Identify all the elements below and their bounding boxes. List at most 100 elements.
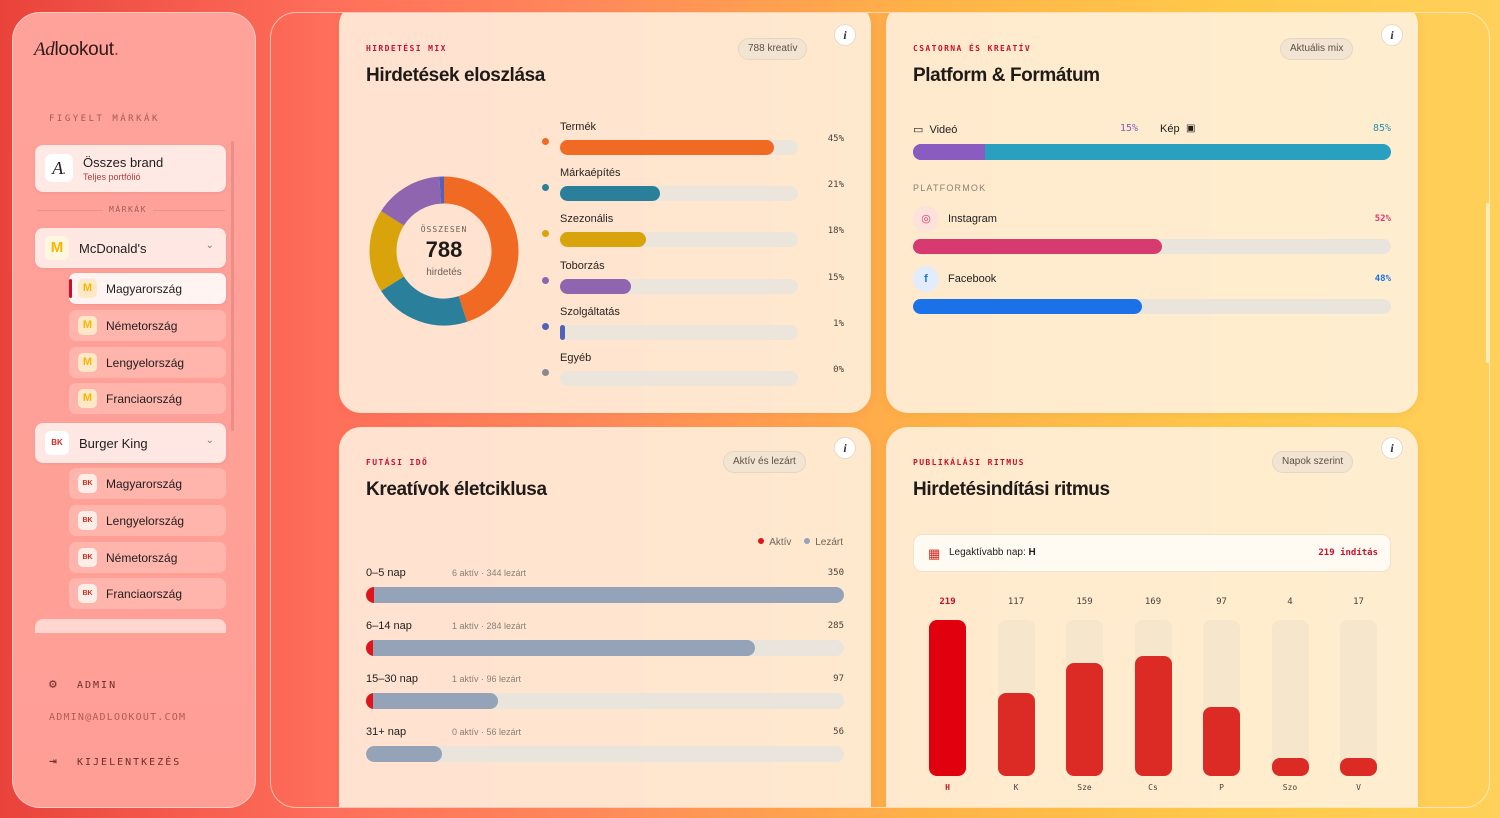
mix-pct: 0% xyxy=(833,365,844,375)
brand-item-partial[interactable] xyxy=(35,619,226,633)
bar-track xyxy=(929,620,966,776)
donut-slice-márkaépítés xyxy=(381,275,468,326)
donut-bottom-label: hirdetés xyxy=(426,267,462,278)
brand-item-burger-king[interactable]: BK Burger King ⌄ xyxy=(35,423,226,463)
peak-day-text: Legaktívabb nap: H xyxy=(949,547,1036,558)
mix-dot xyxy=(542,276,549,284)
country-label: Németország xyxy=(106,319,178,333)
country-item-bk-hu[interactable]: BK Magyarország xyxy=(69,468,226,499)
image-icon: ▣ xyxy=(1186,123,1196,134)
card-title: Kreatívok életciklusa xyxy=(366,479,547,500)
dashboard-main: HIRDETÉSI MIX Hirdetések eloszlása 788 k… xyxy=(270,12,1490,808)
mix-track xyxy=(560,371,798,386)
lifecycle-label: 0–5 nap xyxy=(366,567,406,579)
image-pct: 85% xyxy=(1372,123,1391,134)
lifecycle-total: 56 xyxy=(833,727,844,737)
ad-mix-card: HIRDETÉSI MIX Hirdetések eloszlása 788 k… xyxy=(339,13,871,413)
lifecycle-detail: 1 aktív · 284 lezárt xyxy=(452,621,527,631)
donut-top-label: ÖSSZESEN xyxy=(420,225,468,234)
mix-row: Toborzás 15% xyxy=(539,260,849,300)
lifecycle-label: 31+ nap xyxy=(366,726,407,738)
mcdonalds-logo-icon: M xyxy=(78,389,97,408)
bar-fill xyxy=(1134,655,1172,776)
all-brands-item[interactable]: A. Összes brand Teljes portfólió xyxy=(35,145,226,192)
bar-value: 219 xyxy=(939,597,956,607)
peak-day-value: 219 indítás xyxy=(1318,548,1378,558)
bar-column-p[interactable]: 97 P xyxy=(1203,597,1240,807)
country-item-mcd-fr[interactable]: M Franciaország xyxy=(69,383,226,414)
calendar-icon: ▦ xyxy=(928,546,941,561)
peak-day-box: ▦ Legaktívabb nap: H 219 indítás xyxy=(913,534,1391,572)
country-item-mcd-hu[interactable]: M Magyarország xyxy=(69,273,226,304)
country-label: Magyarország xyxy=(106,282,183,296)
format-row: ▭ Videó 15% Kép ▣ 85% xyxy=(913,123,1391,136)
bar-day-label: Sze xyxy=(1077,783,1092,792)
mix-row: Márkaépítés 21% xyxy=(539,167,849,207)
legend-closed-dot xyxy=(804,538,811,544)
lifecycle-closed-fill xyxy=(366,693,499,709)
lifecycle-closed-fill xyxy=(366,746,443,762)
mix-track xyxy=(560,278,798,294)
app-logo[interactable]: Adlookout. xyxy=(34,39,119,60)
mix-row: Szezonális 18% xyxy=(539,213,849,253)
bar-column-k[interactable]: 117 K xyxy=(997,597,1035,807)
country-item-mcd-de[interactable]: M Németország xyxy=(69,310,226,341)
info-icon[interactable]: i xyxy=(1381,437,1403,459)
brand-item-mcdonalds[interactable]: M McDonald's ⌄ xyxy=(35,228,226,268)
info-icon[interactable]: i xyxy=(834,437,856,459)
bar-column-cs[interactable]: 169 Cs xyxy=(1134,597,1172,807)
bar-day-label: K xyxy=(1013,783,1019,792)
card-eyebrow: HIRDETÉSI MIX xyxy=(366,44,447,53)
country-label: Lengyelország xyxy=(106,356,185,370)
bar-column-h[interactable]: 219 H xyxy=(929,597,966,807)
mix-label: Szezonális xyxy=(560,213,614,226)
donut-total: 788 xyxy=(425,237,463,262)
mix-fill xyxy=(560,278,632,294)
mix-pct: 1% xyxy=(833,318,844,329)
current-mix-pill: Aktuális mix xyxy=(1280,38,1354,60)
bar-day-label: Szo xyxy=(1282,783,1298,792)
logout-button[interactable]: ⇥ KIJELENTKEZÉS xyxy=(49,754,182,769)
country-item-bk-fr[interactable]: BK Franciaország xyxy=(69,578,226,609)
lifecycle-total: 350 xyxy=(827,568,844,578)
country-label: Németország xyxy=(106,551,178,565)
lifecycle-track xyxy=(366,640,844,656)
all-brands-subtitle: Teljes portfólió xyxy=(83,172,141,182)
sidebar-scrollbar[interactable] xyxy=(231,141,234,431)
info-icon[interactable]: i xyxy=(834,24,856,46)
burger-king-logo-icon: BK xyxy=(78,474,97,493)
mcdonalds-logo-icon: M xyxy=(78,353,97,372)
lifecycle-detail: 6 aktív · 344 lezárt xyxy=(452,568,527,578)
mix-label: Toborzás xyxy=(560,259,605,272)
bar-column-sze[interactable]: 159 Sze xyxy=(1066,597,1103,807)
chevron-down-icon[interactable]: ⌄ xyxy=(205,435,214,446)
card-eyebrow: FUTÁSI IDŐ xyxy=(366,458,429,467)
by-day-pill: Napok szerint xyxy=(1272,451,1354,473)
burger-king-logo-icon: BK xyxy=(78,548,97,567)
lifecycle-total: 285 xyxy=(827,621,844,631)
admin-link[interactable]: ⚙ ADMIN xyxy=(49,677,118,692)
burger-king-logo-icon: BK xyxy=(78,584,97,603)
mcdonalds-logo-icon: M xyxy=(78,316,97,335)
country-item-mcd-pl[interactable]: M Lengyelország xyxy=(69,347,226,378)
bar-day-label: H xyxy=(945,783,950,792)
bar-column-szo[interactable]: 4 Szo xyxy=(1271,597,1309,807)
bar-column-v[interactable]: 17 V xyxy=(1340,597,1377,807)
country-item-bk-pl[interactable]: BK Lengyelország xyxy=(69,505,226,536)
chevron-down-icon[interactable]: ⌄ xyxy=(205,240,214,251)
mcdonalds-logo-icon: M xyxy=(78,279,97,298)
mix-label: Egyéb xyxy=(560,352,592,364)
bar-day-label: Cs xyxy=(1148,783,1158,792)
lifecycle-legend: Aktív Lezárt xyxy=(748,537,843,548)
bar-value: 117 xyxy=(1007,597,1025,607)
mix-track xyxy=(560,324,798,340)
country-label: Lengyelország xyxy=(106,514,185,528)
info-icon[interactable]: i xyxy=(1381,24,1403,46)
legend-closed-label: Lezárt xyxy=(815,537,843,548)
main-scrollbar[interactable] xyxy=(1486,203,1489,363)
country-item-bk-de[interactable]: BK Németország xyxy=(69,542,226,573)
lifecycle-track xyxy=(366,746,844,762)
platform-label: Instagram xyxy=(948,213,997,225)
donut-slice-toborzás xyxy=(381,176,442,227)
mix-label: Termék xyxy=(560,121,597,133)
